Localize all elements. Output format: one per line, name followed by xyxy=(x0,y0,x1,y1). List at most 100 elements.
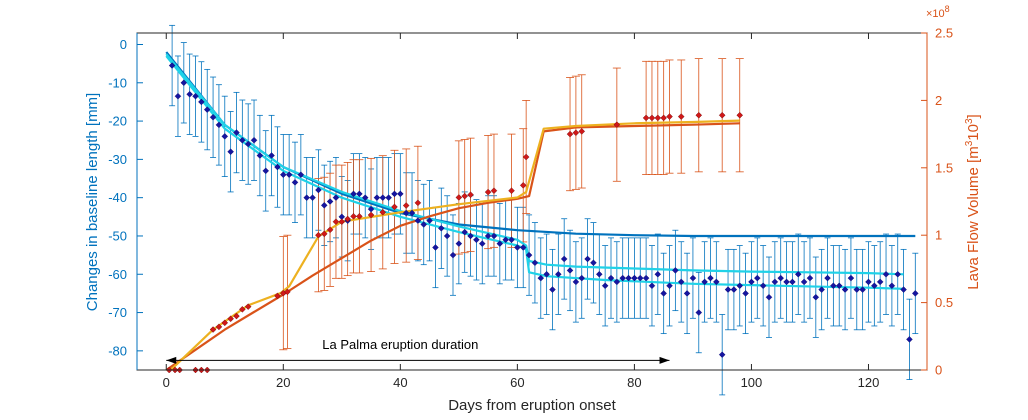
baseline-point xyxy=(420,221,428,228)
baseline-point xyxy=(882,270,890,278)
baseline-point xyxy=(718,351,726,358)
baseline-point xyxy=(695,309,703,316)
baseline-point xyxy=(619,274,626,282)
baseline-point xyxy=(402,209,410,217)
baseline-point xyxy=(912,290,919,297)
arrowhead-right xyxy=(659,356,670,364)
baseline-point xyxy=(818,286,825,293)
baseline-point xyxy=(221,133,229,140)
y-left-tick-label: -80 xyxy=(108,343,127,358)
baseline-point xyxy=(379,194,387,201)
baseline-point xyxy=(303,194,310,201)
lava-point xyxy=(391,203,398,211)
x-tick-label: 60 xyxy=(510,375,524,390)
baseline-point xyxy=(502,236,509,244)
lava-point xyxy=(209,326,217,333)
baseline-point xyxy=(631,274,638,282)
lava-point xyxy=(402,202,410,209)
y-right-tick-label: 0 xyxy=(935,363,942,378)
y-right-tick-label: 1 xyxy=(935,228,942,243)
x-tick-label: 80 xyxy=(627,375,641,390)
baseline-point xyxy=(636,274,644,282)
y-axis-right-label-pre: Lava Flow Volume [m xyxy=(965,146,982,289)
y-axis-right-exponent: ×108 xyxy=(926,4,950,20)
baseline-point xyxy=(449,251,457,259)
baseline-point xyxy=(209,113,217,121)
baseline-point xyxy=(244,140,252,148)
lava-point xyxy=(344,215,351,223)
baseline-point xyxy=(432,244,439,251)
lava-point xyxy=(490,187,498,194)
baseline-point xyxy=(847,274,855,282)
lava-point xyxy=(660,114,667,122)
baseline-point xyxy=(713,278,720,286)
arrowhead-left xyxy=(166,356,177,364)
lava-point xyxy=(227,315,234,323)
baseline-point xyxy=(601,282,609,290)
y-right-tick-label: 2 xyxy=(935,93,942,108)
baseline-point xyxy=(350,190,357,198)
baseline-point xyxy=(900,286,907,293)
baseline-point xyxy=(239,136,246,144)
baseline-point xyxy=(414,217,422,224)
y-left-tick-label: 0 xyxy=(120,37,127,52)
y-left-tick-label: -50 xyxy=(108,228,127,243)
baseline-point xyxy=(794,270,802,278)
baseline-point xyxy=(613,278,621,286)
baseline-point xyxy=(356,190,363,198)
baseline-point xyxy=(174,92,182,100)
y-right-tick-label: 0.5 xyxy=(935,295,953,310)
baseline-point xyxy=(461,228,468,236)
baseline-point xyxy=(759,282,767,290)
lava-point xyxy=(221,319,229,327)
baseline-point xyxy=(385,194,392,201)
baseline-point xyxy=(215,121,223,129)
baseline-point xyxy=(426,217,433,224)
lava-point xyxy=(239,306,246,313)
baseline-point xyxy=(198,98,205,106)
y-axis-left: 0 -10 -20 -30 -40 -50 -60 -70 -80 xyxy=(108,33,143,370)
lava-point xyxy=(508,187,515,194)
lava-point xyxy=(654,114,662,122)
baseline-point xyxy=(572,278,580,286)
baseline-point xyxy=(841,286,849,293)
baseline-point xyxy=(596,270,603,278)
baseline-point xyxy=(280,171,287,178)
lava-point xyxy=(695,111,703,119)
baseline-point xyxy=(853,286,861,293)
lava-point xyxy=(519,182,527,189)
baseline-point xyxy=(361,194,369,201)
baseline-point xyxy=(473,236,480,244)
baseline-point xyxy=(391,190,398,198)
y-axis-right-label-sup2: 3 xyxy=(964,118,975,124)
lava-point xyxy=(233,312,240,320)
baseline-point xyxy=(830,282,837,290)
baseline-point xyxy=(443,232,451,240)
y-axis-right-label-sup: 3 xyxy=(964,140,975,146)
baseline-point xyxy=(724,286,732,293)
lava-point xyxy=(274,292,281,300)
baseline-point xyxy=(660,290,667,297)
baseline-point xyxy=(783,278,790,286)
y-axis-right-exponent-power: 8 xyxy=(945,4,950,14)
baseline-point xyxy=(180,79,188,87)
lava-point xyxy=(484,188,492,196)
lava-point xyxy=(736,111,744,119)
lava-point xyxy=(648,114,656,122)
y-left-tick-label: -70 xyxy=(108,305,127,320)
y-axis-right-label-post: ] xyxy=(965,114,982,118)
lava-point xyxy=(326,226,334,234)
baseline-point xyxy=(332,194,340,201)
baseline-point xyxy=(186,90,193,98)
baseline-point xyxy=(543,270,550,278)
y-right-tick-label: 2.5 xyxy=(935,26,953,41)
baseline-point xyxy=(262,167,270,175)
y-left-tick-label: -60 xyxy=(108,267,127,282)
y-axis-right-label: Lava Flow Volume [m3103] xyxy=(964,114,982,289)
baseline-point xyxy=(268,152,275,159)
baseline-point xyxy=(373,194,381,201)
baseline-point xyxy=(777,274,784,282)
eruption-duration-annotation: La Palma eruption duration xyxy=(166,337,670,364)
baseline-point xyxy=(578,274,586,282)
baseline-point xyxy=(835,282,843,290)
